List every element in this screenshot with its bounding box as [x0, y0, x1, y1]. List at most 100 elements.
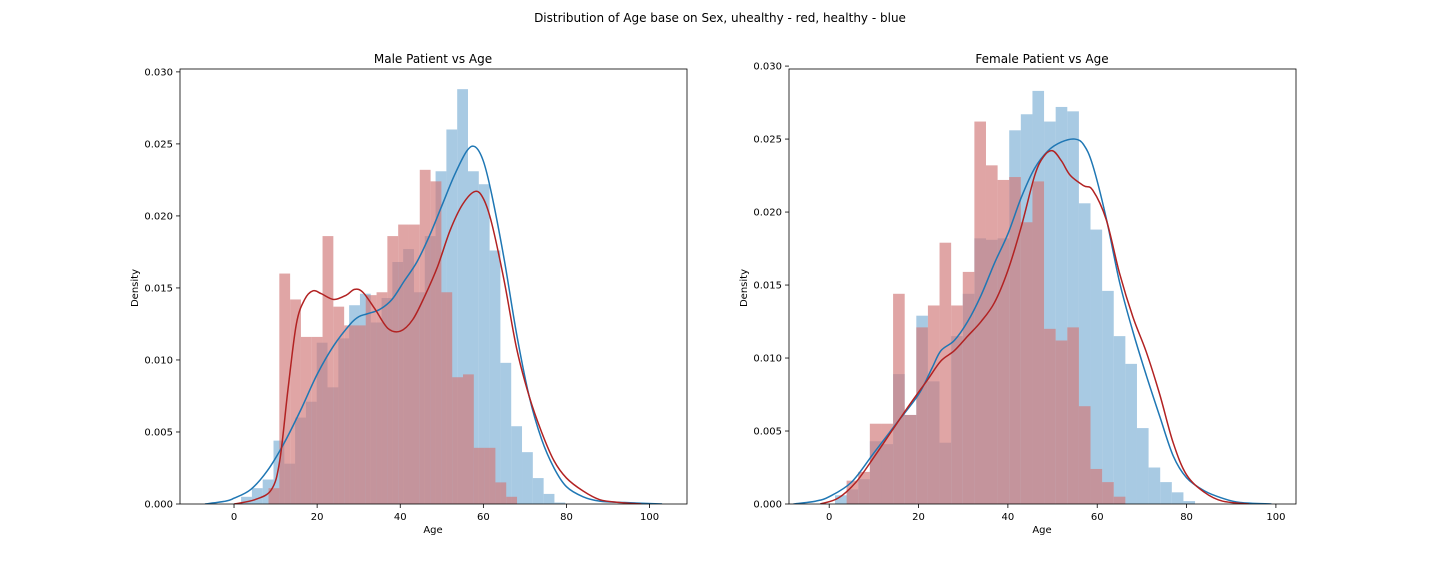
female-unhealthy-bar	[1009, 177, 1021, 504]
male-x-tick-label: 60	[477, 512, 490, 523]
male-unhealthy-bar	[300, 336, 312, 504]
male-unhealthy-bar	[290, 299, 301, 504]
female-healthy-bar	[1055, 106, 1068, 504]
male-x-tick-label: 20	[311, 512, 324, 523]
female-unhealthy-bar	[1078, 406, 1091, 504]
female-unhealthy-bar	[1102, 482, 1114, 504]
male-unhealthy-bar	[441, 292, 453, 504]
female-unhealthy-bar	[951, 305, 963, 504]
female-unhealthy-bar	[927, 305, 940, 504]
female-healthy-bar	[1044, 121, 1056, 504]
female-healthy-bar	[1183, 501, 1196, 504]
male-healthy-bar	[500, 362, 512, 504]
female-healthy-bar	[1102, 290, 1114, 504]
female-x-tick-label: 100	[1266, 512, 1285, 523]
female-axes-frame	[788, 68, 1297, 505]
male-unhealthy-bar	[387, 236, 399, 504]
male-y-tick-label: 0.010	[144, 355, 173, 366]
male-plot-area	[204, 89, 663, 504]
male-x-tick-label: 80	[560, 512, 573, 523]
female-healthy-bar	[1067, 111, 1079, 504]
male-unhealthy-bar	[333, 306, 345, 504]
female-unhealthy-bar	[869, 423, 882, 504]
female-healthy-bar	[1160, 482, 1172, 504]
male-unhealthy-bar	[365, 295, 377, 504]
male-unhealthy-bar	[268, 488, 280, 504]
female-healthy-bar	[835, 495, 847, 504]
male-healthy-bar	[467, 171, 479, 504]
female-unhealthy-bar	[1020, 222, 1033, 504]
female-unhealthy-bar	[1067, 327, 1079, 504]
male-unhealthy-bar	[430, 181, 442, 504]
male-unhealthy-bar	[398, 224, 409, 504]
male-unhealthy-bar	[344, 325, 355, 504]
female-unhealthy-bar	[1113, 496, 1126, 504]
male-unhealthy-bar	[376, 292, 388, 504]
female-unhealthy-bar	[1090, 468, 1103, 504]
female-healthy-bar	[1078, 203, 1091, 504]
female-unhealthy-bar	[997, 179, 1010, 504]
male-unhealthy-bar	[311, 336, 323, 504]
male-healthy-bar	[522, 452, 533, 504]
male-y-tick-label: 0.020	[144, 211, 173, 222]
male-y-tick-label: 0.030	[144, 67, 173, 78]
male-healthy-bar	[532, 478, 544, 504]
female-y-tick-label: 0.020	[753, 208, 782, 219]
female-unhealthy-bar	[1032, 181, 1045, 504]
female-unhealthy-bar	[962, 271, 975, 504]
female-unhealthy-bar	[858, 471, 870, 504]
male-healthy-bar	[489, 250, 501, 504]
figure-title: Distribution of Age base on Sex, uhealth…	[534, 11, 906, 25]
female-plot-area	[793, 90, 1272, 504]
male-unhealthy-bar	[408, 224, 420, 504]
female-unhealthy-bar	[1044, 328, 1056, 504]
female-y-axis-label: Density	[739, 269, 750, 307]
male-x-tick-label: 40	[394, 512, 407, 523]
male-healthy-bar	[543, 493, 555, 504]
male-unhealthy-bar	[484, 447, 496, 504]
male-unhealthy-bar	[495, 482, 507, 504]
female-unhealthy-bar	[985, 165, 998, 504]
female-y-tick-label: 0.005	[753, 427, 782, 438]
female-healthy-bar	[1090, 229, 1103, 504]
male-unhealthy-bar	[279, 273, 291, 504]
female-unhealthy-bar	[904, 414, 917, 504]
female-chart-title: Female Patient vs Age	[975, 52, 1108, 66]
female-x-tick-label: 80	[1180, 512, 1193, 523]
male-unhealthy-kde-line	[233, 190, 642, 504]
female-unhealthy-bar	[881, 423, 894, 504]
male-y-tick-label: 0.000	[144, 500, 173, 511]
male-unhealthy-bar	[322, 236, 334, 504]
female-healthy-bar	[1125, 363, 1137, 504]
female-healthy-bar	[1113, 336, 1126, 504]
female-healthy-bar	[1136, 428, 1149, 504]
female-x-tick-label: 40	[1002, 512, 1015, 523]
male-y-tick-label: 0.005	[144, 427, 173, 438]
female-unhealthy-bar	[916, 327, 928, 504]
male-x-axis-label: Age	[423, 525, 442, 536]
male-healthy-bar	[273, 440, 285, 504]
female-unhealthy-bar	[846, 480, 859, 504]
male-healthy-bar	[511, 426, 523, 504]
female-x-axis-label: Age	[1032, 525, 1051, 536]
male-x-tick-label: 100	[640, 512, 659, 523]
male-healthy-bar	[457, 89, 468, 504]
female-unhealthy-bar	[893, 293, 905, 504]
female-healthy-bar	[1148, 467, 1161, 504]
female-y-tick-label: 0.025	[753, 135, 782, 146]
female-x-tick-label: 60	[1091, 512, 1104, 523]
male-unhealthy-bar	[473, 447, 485, 504]
female-y-tick-label: 0.000	[753, 500, 782, 511]
male-healthy-kde-line	[204, 145, 663, 504]
female-unhealthy-kde-line	[820, 149, 1250, 504]
male-axes-frame	[179, 68, 688, 505]
male-y-axis-label: Density	[130, 269, 141, 307]
female-x-tick-label: 20	[912, 512, 925, 523]
male-unhealthy-bar	[452, 377, 464, 504]
male-y-tick-label: 0.015	[144, 283, 173, 294]
female-unhealthy-bar	[974, 121, 986, 504]
male-chart-title: Male Patient vs Age	[374, 52, 492, 66]
male-healthy-bar	[478, 184, 490, 504]
male-healthy-bar	[241, 496, 252, 504]
